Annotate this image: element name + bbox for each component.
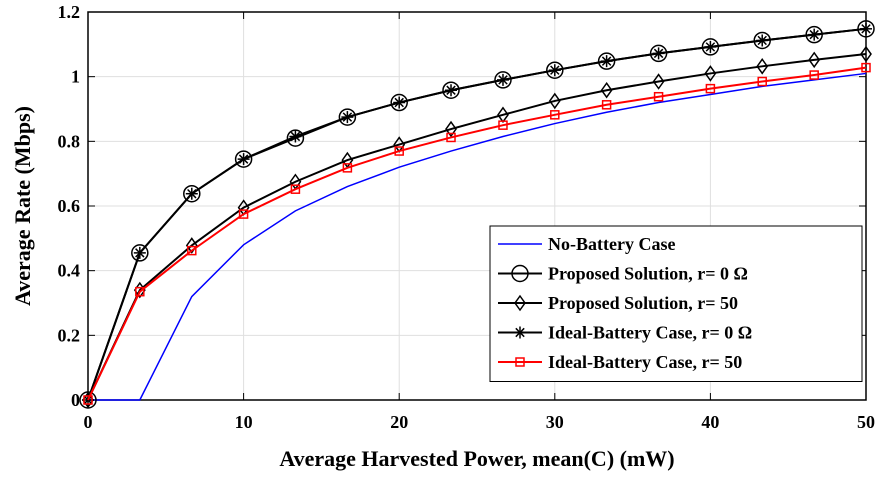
data-point (237, 153, 250, 166)
data-point (445, 84, 458, 97)
legend-marker (514, 326, 526, 339)
data-point (289, 130, 302, 143)
legend-item: Proposed Solution, r= 0 Ω (498, 264, 748, 284)
y-axis-label: Average Rate (Mbps) (10, 106, 35, 306)
y-tick-label: 1 (71, 67, 80, 87)
data-point (338, 108, 357, 126)
data-point (860, 45, 872, 63)
legend: No-Battery Case Proposed Solution, r= 0 Ω… (489, 225, 863, 382)
data-point (809, 70, 819, 80)
data-point (808, 51, 821, 69)
data-point (390, 93, 408, 112)
data-point (600, 55, 613, 68)
data-point (600, 81, 613, 99)
legend-label: No-Battery Case (548, 234, 675, 254)
data-point (393, 96, 406, 109)
data-point (653, 91, 664, 102)
data-point (860, 22, 872, 35)
data-point (238, 209, 249, 219)
legend-label: Proposed Solution, r= 0 Ω (548, 264, 748, 284)
x-tick-label: 50 (857, 412, 875, 432)
data-point (446, 132, 456, 143)
data-point (705, 83, 716, 94)
y-tick-label: 1.2 (58, 2, 81, 22)
legend-item: No-Battery Case (498, 234, 675, 254)
data-point (494, 71, 512, 89)
data-point (394, 146, 404, 156)
series-4 (83, 62, 871, 405)
data-point (496, 73, 509, 86)
data-point (808, 28, 821, 41)
data-point (757, 76, 767, 87)
data-point (652, 47, 665, 60)
y-tick-label: 0.8 (58, 131, 81, 151)
legend-label: Ideal-Battery Case, r= 50 (548, 352, 742, 372)
data-point (185, 237, 198, 254)
legend-marker (515, 357, 525, 367)
data-point (187, 245, 197, 256)
y-tick-label: 0 (71, 390, 80, 410)
data-point (756, 34, 769, 47)
series-line (87, 27, 867, 401)
data-point (756, 58, 769, 75)
series-line (87, 66, 867, 401)
data-point (133, 246, 146, 259)
legend-item: Proposed Solution, r= 50 (498, 293, 738, 313)
data-point (548, 64, 561, 77)
series-3 (82, 22, 872, 406)
legend-marker (511, 264, 529, 283)
data-point (341, 111, 354, 124)
data-point (286, 129, 305, 147)
y-tick-label: 0.4 (58, 261, 81, 281)
x-axis-label: Average Harvested Power, mean(C) (mW) (279, 446, 674, 471)
data-point (550, 110, 560, 120)
data-point (234, 150, 253, 168)
series-layer (79, 20, 875, 409)
x-tick-label: 20 (390, 412, 408, 432)
legend-label: Proposed Solution, r= 50 (548, 293, 738, 313)
data-point (183, 184, 201, 203)
ticks: 0 10 20 30 40 50 0 0.2 0.4 0.6 0.8 1 1.2 (58, 2, 876, 432)
data-point (548, 92, 561, 110)
legend-box (489, 225, 863, 382)
data-point (445, 120, 457, 138)
legend-marker (514, 294, 526, 312)
legend-label: Ideal-Battery Case, r= 0 Ω (548, 323, 752, 343)
x-tick-label: 0 (84, 412, 93, 432)
legend-item: Ideal-Battery Case, r= 0 Ω (498, 323, 752, 343)
data-point (83, 395, 93, 405)
data-point (652, 73, 665, 90)
series-0 (88, 72, 867, 401)
data-point (861, 62, 871, 73)
data-point (290, 184, 301, 194)
data-point (131, 244, 149, 262)
legend-item: Ideal-Battery Case, r= 50 (498, 352, 742, 372)
series-line (88, 72, 867, 401)
data-point (135, 286, 145, 297)
data-point (185, 187, 198, 200)
data-point (601, 100, 612, 110)
x-tick-label: 30 (546, 412, 564, 432)
series-line (87, 53, 867, 401)
x-tick-label: 40 (701, 412, 719, 432)
data-point (442, 81, 460, 99)
data-point (704, 40, 717, 53)
x-tick-label: 10 (235, 412, 253, 432)
data-point (546, 61, 564, 79)
y-tick-label: 0.6 (58, 196, 81, 216)
data-point (498, 120, 508, 130)
data-point (597, 52, 616, 70)
data-point (342, 163, 353, 173)
data-point (704, 65, 717, 82)
y-tick-label: 0.2 (58, 325, 81, 345)
